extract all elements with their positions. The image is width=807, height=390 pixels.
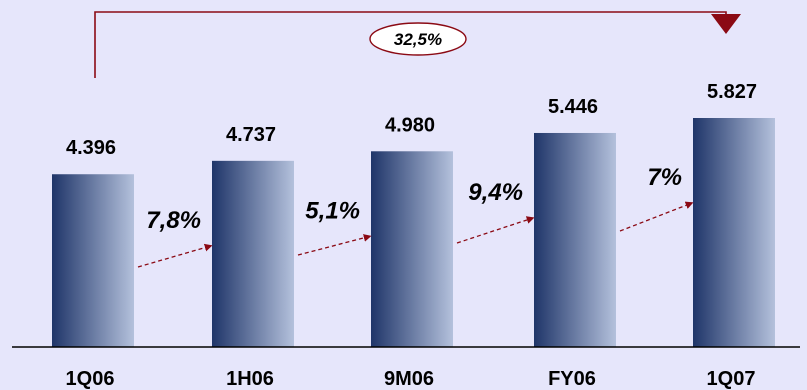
bar-FY06 [534,132,616,347]
bar-1H06 [212,160,294,347]
growth-arrow-1 [137,243,213,268]
bar-1Q06 [52,174,134,347]
growth-label-4: 7% [647,164,682,191]
total-growth-bracket: 32,5% [94,11,741,78]
category-label-9M06: 9M06 [384,368,434,390]
category-label-1H06: 1H06 [226,368,274,390]
growth-label-2: 5,1% [305,197,360,224]
value-label-1Q07: 5.827 [707,81,757,103]
bars-group: 4.396 4.737 4.980 5.446 5.827 [52,81,775,347]
total-growth-label: 32,5% [394,30,442,49]
total-growth-arrowhead [711,14,741,34]
bar-1Q07 [693,118,775,347]
category-label-1Q07: 1Q07 [707,368,756,390]
growth-arrow-3 [456,216,535,244]
category-label-1Q06: 1Q06 [66,368,115,390]
value-label-FY06: 5.446 [548,96,598,118]
category-labels-group: 1Q06 1H06 9M06 FY06 1Q07 [66,368,756,390]
value-label-1Q06: 4.396 [66,137,116,159]
growth-label-1: 7,8% [146,207,201,234]
growth-arrows-group: 7,8% 5,1% 9,4% 7% [137,164,694,268]
category-label-FY06: FY06 [548,368,596,390]
value-label-9M06: 4.980 [385,114,435,136]
growth-label-3: 9,4% [468,179,523,206]
growth-arrow-4 [619,201,694,232]
growth-arrow-2 [297,234,372,256]
value-label-1H06: 4.737 [226,124,276,146]
total-growth-ellipse [369,22,467,56]
bar-9M06 [371,151,453,347]
